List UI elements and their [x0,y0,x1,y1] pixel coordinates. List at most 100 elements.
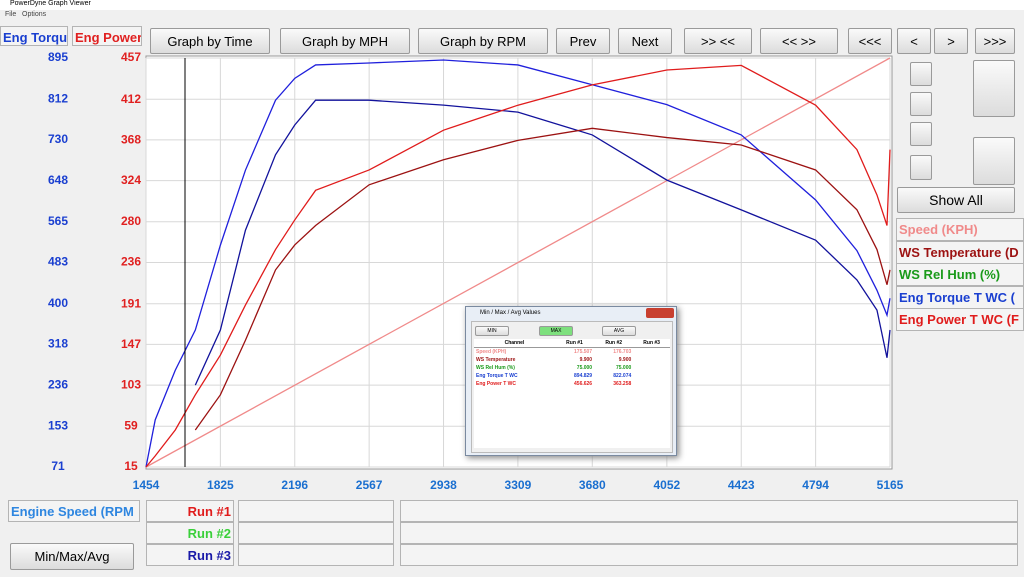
right-axis-channel[interactable]: Eng Power [72,26,142,46]
toolbar-button[interactable]: < [897,28,931,54]
y-tick-label: 483 [48,255,68,269]
run-field [400,522,1018,544]
table-cell: 75.000 [615,365,632,371]
y-tick-label: 895 [48,50,68,64]
y-tick-label: 71 [51,459,65,473]
data-line [194,127,891,431]
y2-tick-label: 457 [121,50,141,64]
channel-entry[interactable]: WS Temperature (D [896,240,1024,264]
y2-tick-label: 412 [121,92,141,106]
table-filler [474,388,670,448]
toolbar-button[interactable]: Graph by RPM [418,28,548,54]
table-row: Speed (KPH) 175.507 176.703 [474,348,670,357]
y-tick-label: 153 [48,418,68,432]
menu-item[interactable]: File [5,11,17,18]
scroll-button[interactable] [973,137,1015,185]
scroll-button[interactable] [910,155,932,180]
table-cell: Speed (KPH) [476,349,507,355]
avg-button[interactable]: AVG [602,326,636,336]
channel-entry[interactable]: WS Rel Hum (%) [896,263,1024,286]
y-tick-label: 812 [48,91,68,105]
scroll-button[interactable] [910,62,932,86]
x-tick-label: 4794 [802,478,829,492]
table-cell: WS Temperature [476,357,516,363]
table-cell: 822.074 [613,373,632,379]
x-channel[interactable]: Engine Speed (RPM [8,500,140,522]
scroll-button[interactable] [910,92,932,116]
scroll-button[interactable] [973,60,1015,117]
channel-entry[interactable]: Eng Torque T WC ( [896,285,1024,309]
header-cell: Channel [474,339,555,348]
min-button[interactable]: MIN [475,326,509,336]
channel-entry[interactable]: Eng Power T WC (F [896,308,1024,331]
table-cell: 9.900 [579,357,593,363]
table-cell: 175.507 [574,349,593,355]
toolbar-button[interactable]: >> << [684,28,752,54]
table-cell: 894.829 [574,373,593,379]
data-line [145,59,891,468]
x-tick-label: 1825 [207,478,234,492]
toolbar-button[interactable]: >>> [975,28,1015,54]
title-bar: PowerDyne Graph Viewer [0,0,1024,10]
header-cell: Run #1 [554,339,595,348]
x-tick-label: 5165 [877,478,904,492]
left-axis-channel[interactable]: Eng Torqu [0,26,68,46]
y-tick-label: 565 [48,214,68,228]
run-field [238,500,394,522]
table-cell [633,372,670,380]
run-label: Run #2 [146,522,234,544]
y2-tick-label: 15 [124,459,138,473]
data-line [145,57,891,468]
table-cell [633,380,670,388]
run-label: Run #3 [146,544,234,566]
run-field [400,544,1018,566]
max-button[interactable]: MAX [539,326,573,336]
table-cell: 75.000 [576,365,593,371]
min-max-avg-button[interactable]: Min/Max/Avg [10,543,134,570]
toolbar-button[interactable]: <<< [848,28,892,54]
table-row: WS Temperature 9.900 9.900 [474,356,670,364]
toolbar-button[interactable]: Graph by Time [150,28,270,54]
data-line [145,64,891,468]
table-cell: WS Rel Hum (%) [476,365,515,371]
data-line [194,99,891,386]
y-tick-label: 318 [48,337,68,351]
x-tick-label: 2196 [281,478,308,492]
dialog-body: MIN MAX AVG Channel Run #1 Run #2 Run #3 Spe… [471,321,673,453]
show-all-button[interactable]: Show All [897,187,1015,213]
min-max-avg-dialog: Min / Max / Avg Values MIN MAX AVG Chann… [465,306,677,456]
run-field [238,544,394,566]
y2-tick-label: 368 [121,133,141,147]
y2-tick-label: 191 [121,296,141,310]
toolbar-button[interactable]: << >> [760,28,838,54]
run-label: Run #1 [146,500,234,522]
table-row: Eng Torque T WC 894.829 822.074 [474,372,670,380]
toolbar-button[interactable]: Graph by MPH [280,28,410,54]
menu-item[interactable]: Options [22,11,47,18]
table-cell [633,364,670,372]
table-cell: 176.703 [613,349,632,355]
table-cell: 363.258 [613,381,632,387]
stats-table: Channel Run #1 Run #2 Run #3 Speed (KPH) 175.… [474,339,670,448]
x-tick-label: 2938 [430,478,457,492]
run-field [400,500,1018,522]
dialog-title: Min / Max / Avg Values [480,310,541,316]
channel-entry[interactable]: Speed (KPH) [896,218,1024,241]
toolbar-button[interactable]: Prev [556,28,610,54]
y2-tick-label: 59 [124,418,138,432]
toolbar-button[interactable]: Next [618,28,672,54]
x-tick-label: 3680 [579,478,606,492]
toolbar-button[interactable]: > [934,28,968,54]
x-tick-label: 3309 [505,478,532,492]
close-button[interactable] [646,308,674,318]
scroll-button[interactable] [910,122,932,146]
y2-tick-label: 147 [121,337,141,351]
table-row: WS Rel Hum (%) 75.000 75.000 [474,364,670,372]
x-tick-label: 4052 [654,478,681,492]
table-header: Channel Run #1 Run #2 Run #3 [474,339,670,348]
y-tick-label: 730 [48,132,68,146]
table-cell: 9.900 [618,357,632,363]
table-cell: Eng Power T WC [476,381,516,387]
y-tick-label: 236 [48,377,68,391]
